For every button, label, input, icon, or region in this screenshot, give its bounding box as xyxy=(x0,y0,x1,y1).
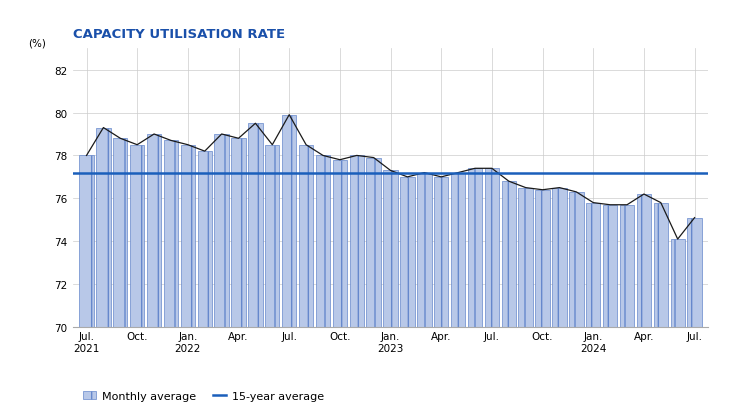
Bar xyxy=(400,178,415,327)
Bar xyxy=(451,173,465,327)
Bar xyxy=(485,169,499,327)
Bar xyxy=(147,135,161,327)
Bar xyxy=(688,218,702,327)
Bar xyxy=(130,145,145,327)
Bar xyxy=(299,145,313,327)
Bar xyxy=(637,195,651,327)
Bar xyxy=(434,178,448,327)
Bar xyxy=(181,145,195,327)
Bar xyxy=(265,145,280,327)
Bar xyxy=(603,205,618,327)
Bar xyxy=(518,188,533,327)
Bar xyxy=(586,203,600,327)
Bar xyxy=(620,205,634,327)
Bar xyxy=(164,141,178,327)
Bar xyxy=(417,173,431,327)
Bar xyxy=(113,139,128,327)
Text: CAPACITY UTILISATION RATE: CAPACITY UTILISATION RATE xyxy=(73,28,285,41)
Bar xyxy=(569,192,583,327)
Bar xyxy=(231,139,246,327)
Bar xyxy=(215,135,228,327)
Bar xyxy=(502,182,516,327)
Bar xyxy=(535,190,550,327)
Bar xyxy=(468,169,483,327)
Bar xyxy=(96,128,110,327)
Bar xyxy=(333,160,347,327)
Bar xyxy=(350,156,364,327)
Bar xyxy=(383,171,398,327)
Bar xyxy=(653,203,668,327)
Bar xyxy=(80,156,93,327)
Legend: Monthly average, 15-year average: Monthly average, 15-year average xyxy=(79,386,328,405)
Bar xyxy=(198,152,212,327)
Bar xyxy=(366,158,381,327)
Bar xyxy=(248,124,263,327)
Text: (%): (%) xyxy=(28,38,47,48)
Bar xyxy=(316,156,330,327)
Bar xyxy=(282,115,296,327)
Bar xyxy=(671,240,685,327)
Bar xyxy=(553,188,566,327)
